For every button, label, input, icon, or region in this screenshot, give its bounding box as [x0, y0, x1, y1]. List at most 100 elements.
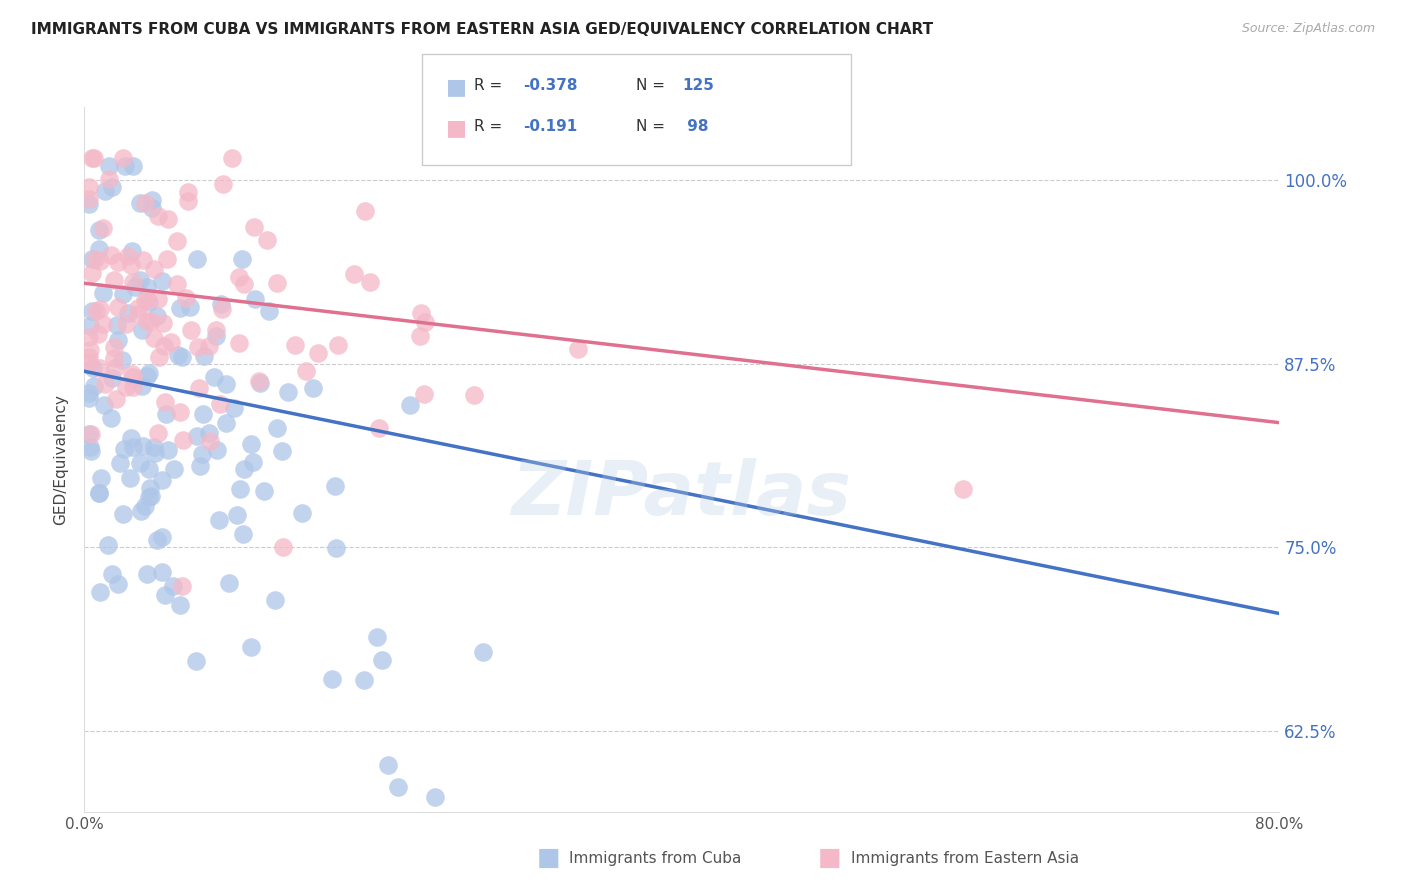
Point [77, 386, 100, 401]
Point [83, 379, 105, 393]
Point [100, 248, 122, 262]
Text: Immigrants from Cuba: Immigrants from Cuba [569, 851, 742, 865]
Point [409, 329, 432, 343]
Point [218, 575, 240, 590]
Point [159, 334, 181, 349]
Point [307, 345, 329, 359]
Point [188, 381, 211, 395]
Point [142, 262, 165, 277]
Point [172, 433, 194, 447]
Point [117, 249, 139, 263]
Point [233, 277, 256, 291]
Text: N =: N = [636, 78, 665, 93]
Point [166, 277, 188, 292]
Point [266, 421, 288, 435]
Point [208, 513, 231, 527]
Point [122, 380, 145, 394]
Point [952, 483, 974, 497]
Point [247, 374, 270, 388]
Point [423, 790, 446, 805]
Point [100, 180, 122, 194]
Point [148, 350, 170, 364]
Point [129, 273, 152, 287]
Point [77, 180, 100, 194]
Point [101, 567, 124, 582]
Point [301, 381, 323, 395]
Point [179, 300, 201, 314]
Point [186, 429, 208, 443]
Point [150, 565, 173, 579]
Point [93, 398, 115, 412]
Point [366, 630, 388, 644]
Text: 98: 98 [682, 119, 709, 134]
Point [367, 421, 389, 435]
Point [77, 330, 100, 344]
Point [141, 201, 163, 215]
Point [323, 479, 346, 493]
Point [141, 489, 163, 503]
Point [114, 380, 136, 394]
Point [105, 392, 128, 406]
Point [169, 301, 191, 316]
Point [80, 266, 103, 280]
Point [103, 273, 125, 287]
Point [170, 579, 193, 593]
Point [188, 458, 211, 473]
Point [177, 194, 200, 209]
Text: R =: R = [474, 119, 502, 134]
Point [112, 442, 135, 456]
Point [141, 193, 163, 207]
Point [79, 440, 101, 454]
Point [177, 185, 200, 199]
Text: IMMIGRANTS FROM CUBA VS IMMIGRANTS FROM EASTERN ASIA GED/EQUIVALENCY CORRELATION: IMMIGRANTS FROM CUBA VS IMMIGRANTS FROM … [31, 22, 934, 37]
Point [136, 314, 159, 328]
Point [82, 361, 104, 376]
Point [127, 301, 149, 315]
Point [135, 293, 157, 308]
Point [398, 398, 420, 412]
Point [146, 533, 169, 547]
Text: ■: ■ [446, 119, 467, 138]
Point [256, 233, 278, 247]
Point [270, 444, 292, 458]
Point [91, 285, 114, 300]
Text: -0.378: -0.378 [523, 78, 578, 93]
Point [83, 152, 105, 166]
Point [134, 196, 156, 211]
Point [209, 397, 232, 411]
Point [146, 425, 169, 440]
Point [77, 391, 100, 405]
Point [231, 252, 253, 266]
Point [138, 461, 160, 475]
Text: ZIPatlas: ZIPatlas [512, 458, 852, 531]
Point [122, 159, 145, 173]
Text: ■: ■ [818, 847, 841, 870]
Text: Immigrants from Eastern Asia: Immigrants from Eastern Asia [851, 851, 1078, 865]
Point [172, 350, 194, 364]
Point [121, 367, 143, 381]
Point [228, 335, 250, 350]
Point [143, 331, 166, 345]
Point [132, 439, 155, 453]
Point [120, 432, 142, 446]
Point [104, 361, 127, 376]
Point [205, 329, 228, 343]
Point [180, 323, 202, 337]
Point [567, 342, 589, 356]
Point [77, 355, 100, 369]
Text: ■: ■ [446, 78, 467, 97]
Point [138, 490, 160, 504]
Point [271, 540, 294, 554]
Point [186, 654, 208, 668]
Point [129, 456, 152, 470]
Point [146, 292, 169, 306]
Point [463, 388, 485, 402]
Point [100, 371, 122, 385]
Point [193, 407, 215, 421]
Point [139, 314, 162, 328]
Point [166, 235, 188, 249]
Point [131, 379, 153, 393]
Point [167, 348, 190, 362]
Point [129, 195, 152, 210]
Point [89, 486, 111, 500]
